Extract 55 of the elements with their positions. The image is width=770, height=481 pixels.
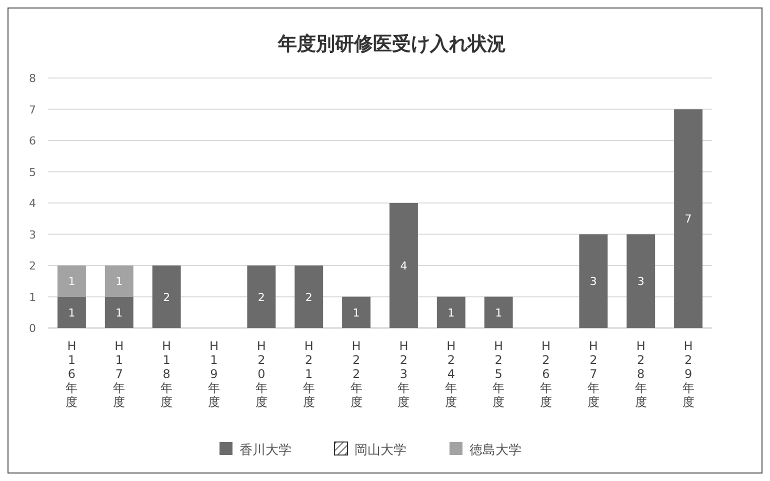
data-label: 1 (68, 306, 76, 320)
y-tick-label: 0 (29, 322, 36, 335)
legend-label: 岡山大学 (354, 443, 406, 458)
y-tick-label: 8 (29, 72, 36, 85)
y-tick-label: 5 (29, 166, 36, 179)
bar (626, 234, 656, 328)
data-label: 3 (590, 275, 597, 288)
bar (294, 266, 324, 328)
y-tick-label: 6 (29, 134, 36, 148)
legend-label: 香川大学 (240, 443, 292, 458)
bar (342, 296, 371, 328)
x-tick-label: H19年度 (208, 339, 220, 409)
x-tick-label: H26年度 (540, 339, 552, 409)
x-tick-label: H24年度 (445, 339, 458, 409)
x-tick-label: H27年度 (587, 339, 600, 409)
data-label: 1 (116, 275, 123, 288)
x-tick-label: H21年度 (302, 339, 315, 409)
bar (247, 266, 276, 328)
bar (674, 109, 703, 328)
bar (579, 234, 608, 328)
data-label: 1 (352, 306, 360, 320)
y-tick-label: 7 (29, 103, 36, 116)
x-tick-label: H20年度 (255, 339, 268, 409)
bar (484, 296, 513, 328)
data-label: 1 (116, 306, 123, 320)
data-label: 2 (163, 290, 170, 304)
data-label: 4 (400, 260, 408, 272)
bar (104, 266, 134, 297)
bar (104, 296, 134, 328)
data-label: 1 (495, 306, 502, 320)
bar (57, 266, 86, 297)
y-tick-label: 2 (29, 260, 36, 272)
data-label: 7 (684, 212, 692, 226)
bar (152, 266, 181, 328)
data-label: 1 (68, 275, 76, 288)
data-label: 3 (637, 275, 644, 288)
x-tick-label: H29年度 (682, 339, 694, 409)
x-tick-label: H28年度 (634, 339, 647, 409)
y-tick-label: 3 (29, 228, 36, 242)
data-label: 2 (305, 290, 312, 304)
x-tick-label: H17年度 (113, 339, 126, 409)
data-label: 1 (448, 306, 455, 320)
data-label: 2 (258, 290, 265, 304)
bar (57, 296, 86, 328)
x-tick-label: H25年度 (492, 339, 505, 409)
x-tick-label: H23年度 (398, 339, 410, 409)
bar (436, 296, 466, 328)
bar (389, 203, 418, 328)
x-tick-label: H16年度 (66, 339, 78, 409)
legend-label: 徳島大学 (470, 443, 522, 458)
y-tick-label: 1 (29, 290, 36, 304)
x-tick-label: H22年度 (350, 339, 362, 409)
x-tick-label: H18年度 (160, 339, 173, 409)
y-tick-label: 4 (29, 197, 36, 210)
chart-title: 年度別研修医受け入れ状況 (277, 33, 506, 55)
